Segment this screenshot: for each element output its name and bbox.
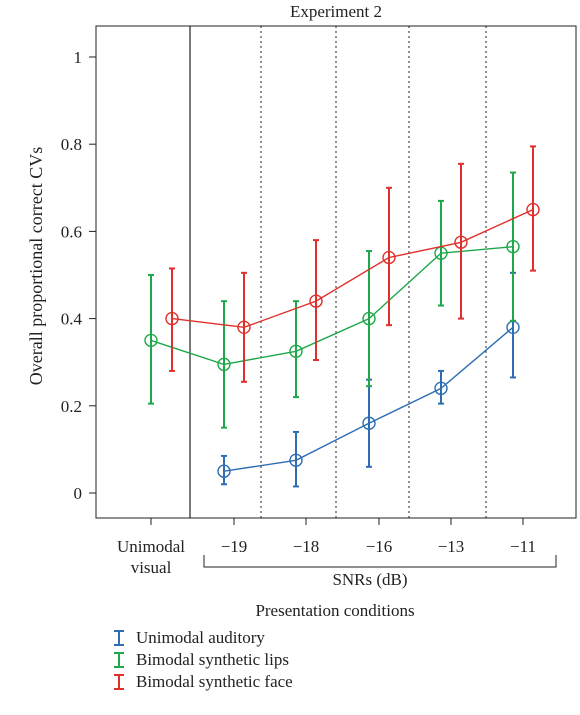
series-line: [171, 208, 534, 329]
error-bar: [293, 430, 299, 488]
x-tick-label: −16: [366, 537, 393, 556]
series-unimodal-auditory: [217, 271, 520, 488]
chart-title: Experiment 2: [290, 2, 382, 21]
error-bar: [366, 250, 372, 388]
data-point: [382, 250, 396, 265]
data-point: [289, 453, 303, 467]
error-bar: [438, 369, 444, 405]
error-bar: [510, 171, 516, 322]
data-point: [237, 320, 251, 335]
data-point: [144, 333, 158, 348]
error-bar: [530, 145, 536, 272]
x-tick-label: −19: [221, 537, 248, 556]
x-ticks: Unimodal visual −19 −18 −16 −13 −11: [117, 518, 536, 577]
legend: Unimodal auditory Bimodal synthetic lips…: [110, 627, 293, 693]
errorbar-icon: [110, 652, 130, 668]
x-tick-label: −18: [293, 537, 320, 556]
error-bar: [438, 199, 444, 307]
y-tick-label: 0.2: [61, 397, 82, 416]
y-tick-label: 0.6: [61, 222, 82, 241]
y-tick-label: 0: [74, 484, 83, 503]
error-bar: [148, 274, 154, 405]
data-point: [434, 246, 448, 260]
error-bar: [169, 267, 175, 372]
y-tick-label: 0.4: [61, 310, 83, 329]
legend-item-unimodal-auditory: Unimodal auditory: [110, 627, 293, 649]
data-point: [454, 235, 468, 250]
data-point: [165, 311, 179, 326]
series-line: [150, 245, 514, 366]
x-tick-label: visual: [131, 558, 172, 577]
legend-label: Bimodal synthetic lips: [136, 650, 289, 669]
data-point: [289, 344, 303, 358]
error-bar: [241, 271, 247, 383]
series-bimodal-synthetic-face: [165, 145, 540, 383]
error-bar: [313, 239, 319, 362]
errorbar-icon: [110, 630, 130, 646]
x-tick-label: Unimodal: [117, 537, 185, 556]
x-axis-label: Presentation conditions: [255, 601, 414, 620]
snr-label: SNRs (dB): [332, 570, 407, 589]
legend-label: Bimodal synthetic face: [136, 672, 293, 691]
error-bar: [458, 162, 464, 320]
snr-bracket: [203, 555, 557, 568]
data-point: [362, 416, 376, 430]
y-tick-label: 0.8: [61, 135, 82, 154]
series-layer: [144, 145, 540, 488]
legend-item-bimodal-face: Bimodal synthetic face: [110, 671, 293, 693]
condition-dividers: [189, 26, 487, 518]
y-ticks: 0 0.2 0.4 0.6 0.8 1: [61, 48, 96, 503]
legend-item-bimodal-lips: Bimodal synthetic lips: [110, 649, 293, 671]
error-bar: [386, 186, 392, 327]
y-tick-label: 1: [74, 48, 83, 67]
data-point: [506, 239, 520, 254]
error-bar: [221, 300, 227, 429]
data-point: [506, 320, 520, 335]
data-point: [217, 357, 231, 372]
y-axis-label: Overall proportional correct CVs: [26, 147, 46, 385]
x-tick-label: −13: [438, 537, 465, 556]
data-point: [217, 464, 231, 478]
data-point: [362, 311, 376, 326]
data-point: [309, 294, 323, 308]
errorbar-icon: [110, 674, 130, 690]
series-bimodal-synthetic-lips: [144, 171, 520, 429]
data-point: [526, 202, 540, 217]
error-bar: [293, 300, 299, 399]
x-tick-label: −11: [510, 537, 536, 556]
data-point: [434, 381, 448, 396]
error-bar: [221, 454, 227, 486]
legend-label: Unimodal auditory: [136, 628, 265, 647]
